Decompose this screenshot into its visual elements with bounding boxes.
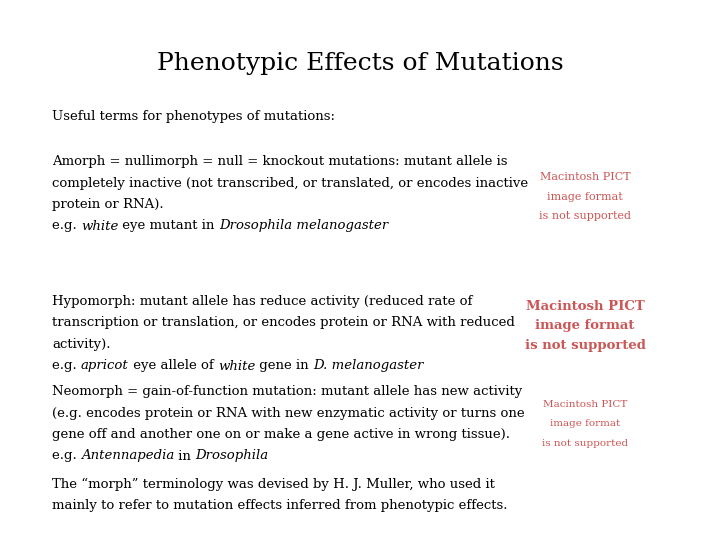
Text: image format: image format	[547, 192, 623, 201]
Text: Hypomorph: mutant allele has reduce activity (reduced rate of: Hypomorph: mutant allele has reduce acti…	[52, 295, 472, 308]
Text: eye allele of: eye allele of	[129, 360, 217, 373]
Text: is not supported: is not supported	[542, 439, 628, 448]
Text: (e.g. encodes protein or RNA with new enzymatic activity or turns one: (e.g. encodes protein or RNA with new en…	[52, 407, 525, 420]
Text: D. melanogaster: D. melanogaster	[313, 360, 423, 373]
Text: gene off and another one on or make a gene active in wrong tissue).: gene off and another one on or make a ge…	[52, 428, 510, 441]
Text: Neomorph = gain-of-function mutation: mutant allele has new activity: Neomorph = gain-of-function mutation: mu…	[52, 385, 522, 398]
Text: mainly to refer to mutation effects inferred from phenotypic effects.: mainly to refer to mutation effects infe…	[52, 500, 508, 512]
Text: activity).: activity).	[52, 338, 110, 351]
Text: Macintosh PICT: Macintosh PICT	[540, 172, 630, 182]
Text: is not supported: is not supported	[539, 211, 631, 221]
Text: Phenotypic Effects of Mutations: Phenotypic Effects of Mutations	[157, 52, 563, 75]
Text: The “morph” terminology was devised by H. J. Muller, who used it: The “morph” terminology was devised by H…	[52, 478, 495, 491]
Text: Macintosh PICT: Macintosh PICT	[526, 300, 644, 313]
Text: e.g.: e.g.	[52, 360, 81, 373]
Text: protein or RNA).: protein or RNA).	[52, 198, 163, 211]
Text: is not supported: is not supported	[525, 339, 645, 352]
Text: Drosophila: Drosophila	[195, 449, 269, 462]
Text: completely inactive (not transcribed, or translated, or encodes inactive: completely inactive (not transcribed, or…	[52, 177, 528, 190]
Text: in: in	[174, 449, 195, 462]
Text: Amorph = nullimorph = null = knockout mutations: mutant allele is: Amorph = nullimorph = null = knockout mu…	[52, 155, 508, 168]
Text: eye mutant in: eye mutant in	[118, 219, 219, 233]
Text: Drosophila melanogaster: Drosophila melanogaster	[219, 219, 388, 233]
Text: e.g.: e.g.	[52, 449, 81, 462]
Text: Macintosh PICT: Macintosh PICT	[543, 400, 627, 409]
Text: image format: image format	[550, 420, 620, 429]
Text: white: white	[217, 360, 255, 373]
Text: gene in: gene in	[255, 360, 313, 373]
Text: Antennapedia: Antennapedia	[81, 449, 174, 462]
Text: transcription or translation, or encodes protein or RNA with reduced: transcription or translation, or encodes…	[52, 316, 515, 329]
Text: e.g.: e.g.	[52, 219, 81, 233]
Text: apricot: apricot	[81, 360, 129, 373]
Text: white: white	[81, 219, 118, 233]
Text: Useful terms for phenotypes of mutations:: Useful terms for phenotypes of mutations…	[52, 110, 335, 123]
Text: image format: image format	[535, 320, 635, 333]
